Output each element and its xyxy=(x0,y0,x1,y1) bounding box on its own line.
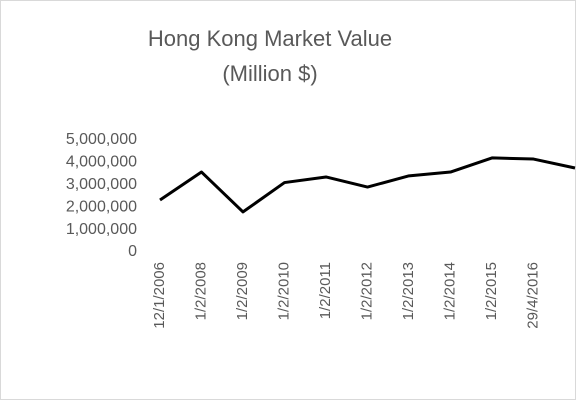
x-tick-label: 1/2/2014 xyxy=(441,262,458,320)
data-line xyxy=(159,156,576,214)
y-tick-label: 5,000,000 xyxy=(66,131,137,148)
y-tick-label: 1,000,000 xyxy=(66,221,137,238)
chart-title: (Million $) xyxy=(222,61,317,86)
y-tick-label: 2,000,000 xyxy=(66,198,137,215)
x-tick-label: 12/1/2006 xyxy=(151,262,168,329)
chart-border xyxy=(0,0,576,400)
x-tick-label: 1/2/2012 xyxy=(358,262,375,320)
chart-title: Hong Kong Market Value xyxy=(148,26,392,51)
y-tick-label: 4,000,000 xyxy=(66,154,137,171)
x-tick-label: 1/2/2009 xyxy=(234,262,251,320)
x-tick-label: 1/2/2013 xyxy=(400,262,417,320)
x-tick-label: 1/2/2011 xyxy=(317,262,334,319)
y-tick-label: 0 xyxy=(128,243,137,260)
x-tick-label: 29/4/2016 xyxy=(524,262,541,329)
x-tick-label: 1/2/2008 xyxy=(192,262,209,320)
x-tick-label: 1/2/2010 xyxy=(275,262,292,320)
y-tick-label: 3,000,000 xyxy=(66,176,137,193)
x-tick-label: 1/2/2015 xyxy=(483,262,500,320)
